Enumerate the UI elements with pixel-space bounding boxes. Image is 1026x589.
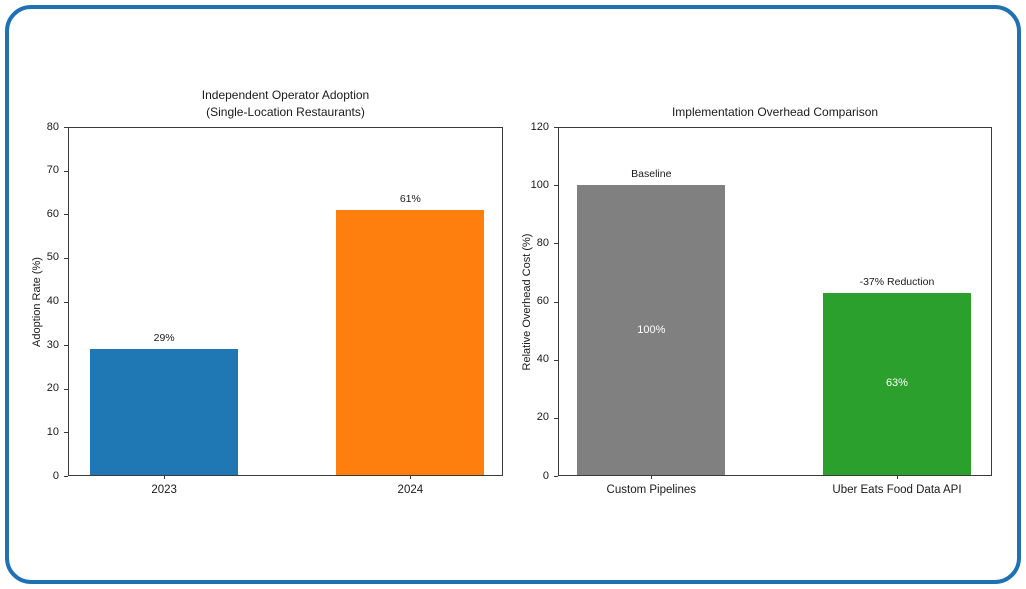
bar-value-label: Baseline xyxy=(631,168,672,181)
y-tick-mark xyxy=(64,301,68,303)
y-tick-mark xyxy=(64,388,68,390)
x-tick-mark xyxy=(164,476,166,479)
y-tick-label: 10 xyxy=(46,425,59,438)
y-tick-mark xyxy=(554,476,558,477)
y-tick-label: 60 xyxy=(46,207,59,220)
x-tick-mark xyxy=(896,476,898,479)
x-tick-label: Uber Eats Food Data API xyxy=(832,484,962,496)
chart-title-line: Implementation Overhead Comparison xyxy=(671,105,879,119)
x-tick-mark xyxy=(410,476,412,479)
y-tick-mark xyxy=(554,301,558,303)
chart-title-line: Independent Operator Adoption xyxy=(201,88,370,102)
x-tick-mark xyxy=(651,476,653,479)
bar-value-label: 29% xyxy=(153,332,175,345)
y-tick-label: 40 xyxy=(46,295,59,307)
x-tick-label: Custom Pipelines xyxy=(606,484,697,496)
y-tick-label: 100 xyxy=(530,178,549,191)
bar-value-label: -37% Reduction xyxy=(859,275,935,288)
chart-title: Independent Operator Adoption (Single-Loc… xyxy=(68,87,503,121)
bar-inside-label: 100% xyxy=(637,323,666,336)
bar xyxy=(577,185,726,475)
chart-title-line: (Single-Location Restaurants) xyxy=(206,105,365,119)
y-tick-mark xyxy=(554,185,558,187)
y-tick-label: 20 xyxy=(46,382,59,395)
y-tick-mark xyxy=(64,170,68,172)
y-tick-mark xyxy=(64,257,68,259)
bar xyxy=(90,349,239,475)
y-tick-label: 20 xyxy=(536,411,549,424)
y-tick-mark xyxy=(64,345,68,347)
y-tick-label: 80 xyxy=(536,236,549,249)
y-tick-label: 70 xyxy=(46,164,59,177)
plot-area xyxy=(68,127,503,476)
bar-inside-label: 63% xyxy=(885,377,908,390)
y-tick-mark xyxy=(64,432,68,434)
y-tick-label: 60 xyxy=(536,295,549,307)
y-tick-mark xyxy=(64,127,68,128)
y-tick-label: 0 xyxy=(542,469,549,482)
y-tick-mark xyxy=(64,476,68,477)
y-tick-label: 50 xyxy=(46,251,59,264)
y-tick-mark xyxy=(554,417,558,419)
y-tick-mark xyxy=(554,127,558,128)
y-tick-mark xyxy=(554,243,558,245)
bar xyxy=(336,209,485,475)
y-tick-label: 40 xyxy=(536,353,549,366)
bar xyxy=(822,292,971,475)
x-tick-label: 2023 xyxy=(151,484,177,496)
y-tick-label: 30 xyxy=(46,338,59,351)
y-tick-label: 80 xyxy=(46,120,59,133)
y-tick-mark xyxy=(64,214,68,216)
plot-area xyxy=(558,127,992,476)
x-tick-label: 2024 xyxy=(397,484,424,496)
bar-value-label: 61% xyxy=(399,192,421,205)
y-tick-label: 120 xyxy=(530,120,549,133)
y-tick-mark xyxy=(554,359,558,361)
chart-title: Implementation Overhead Comparison xyxy=(558,104,992,121)
y-tick-label: 0 xyxy=(52,469,59,482)
